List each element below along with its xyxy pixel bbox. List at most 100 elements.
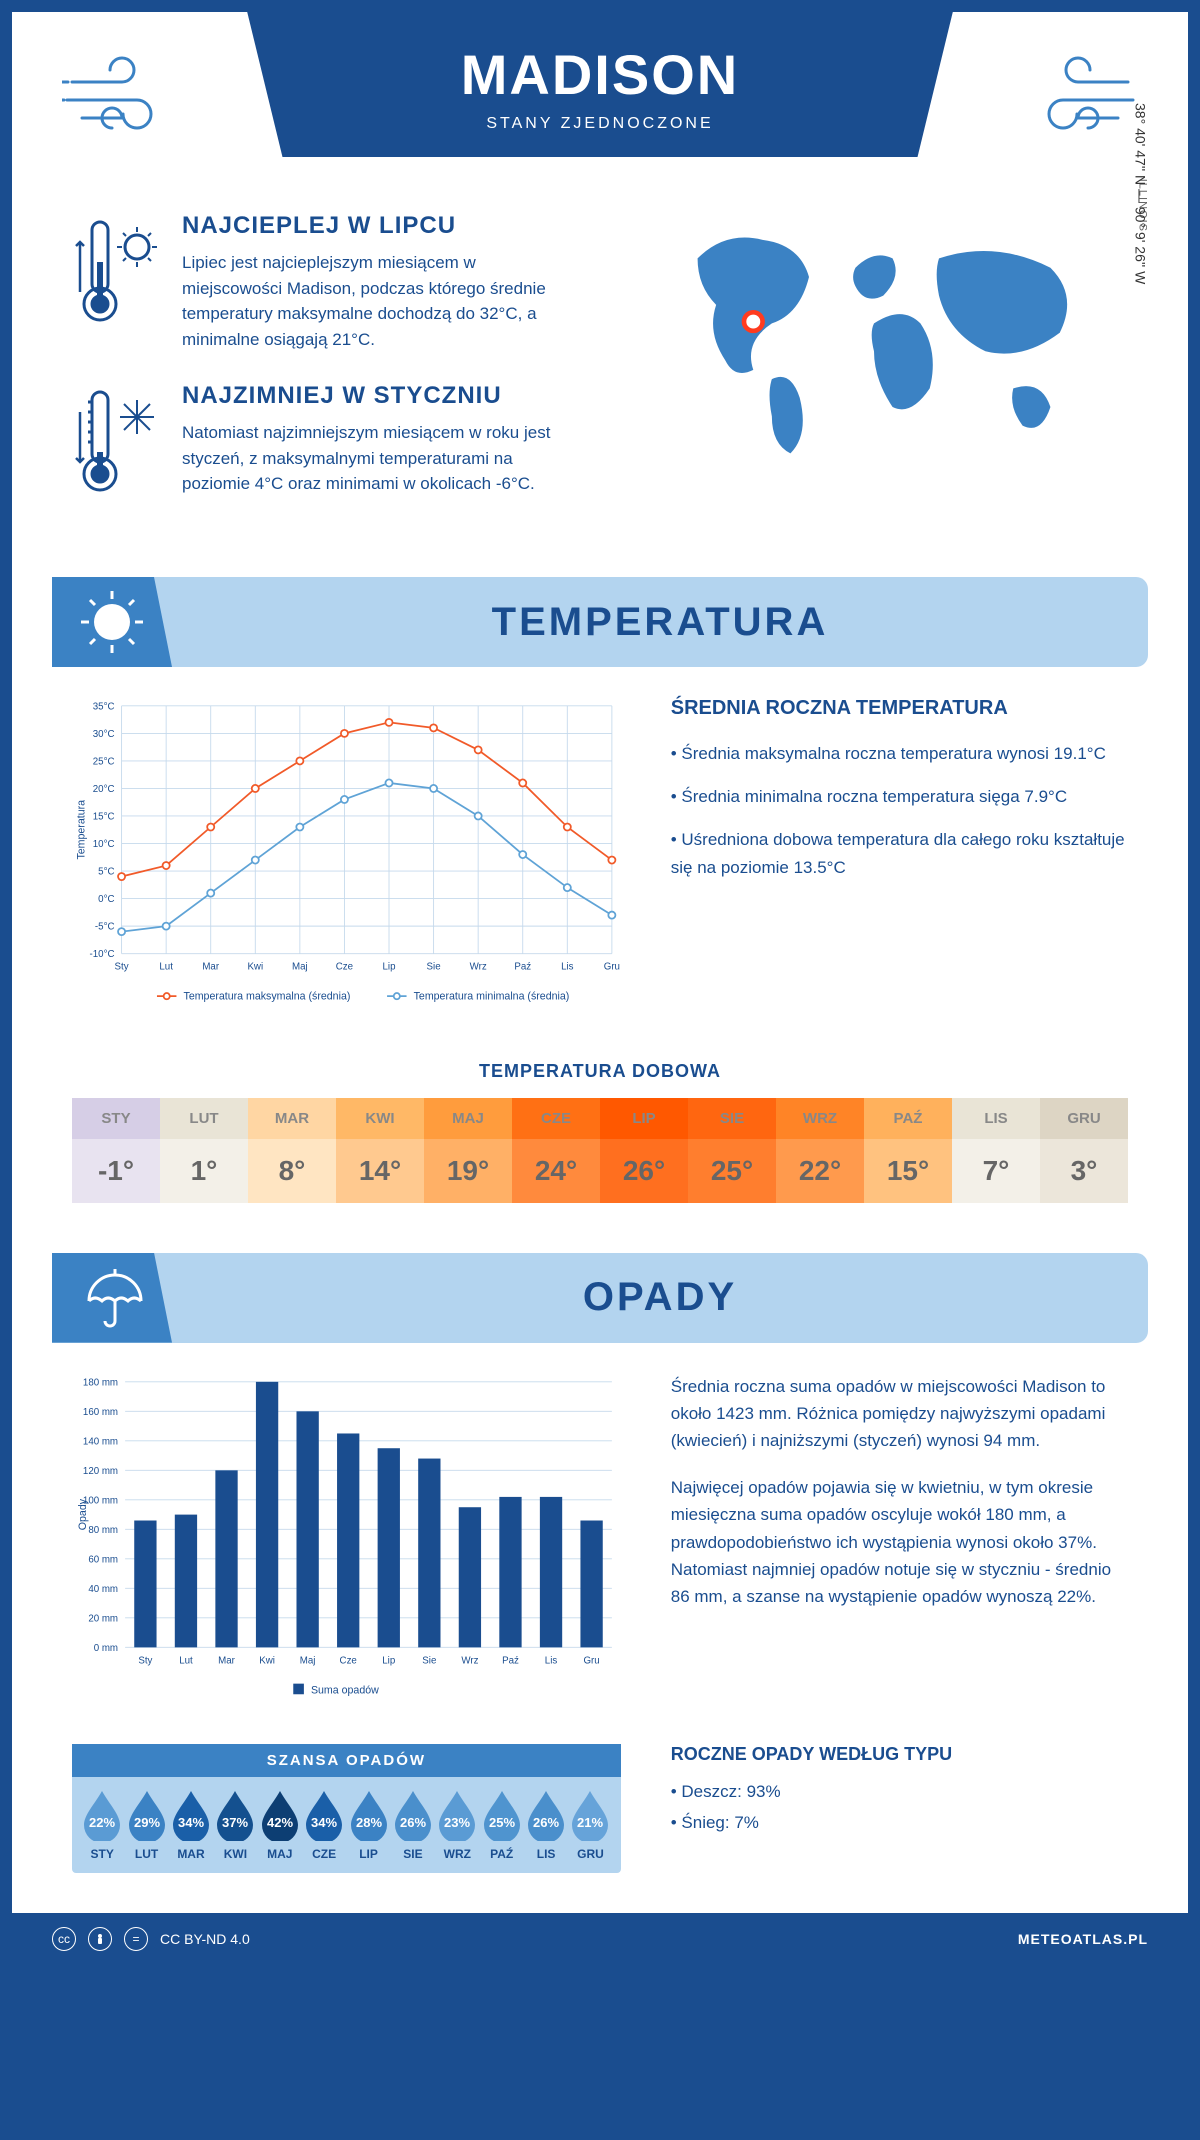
- svg-text:Paź: Paź: [514, 962, 531, 973]
- precipitation-info: Średnia roczna suma opadów w miejscowośc…: [671, 1373, 1128, 1714]
- svg-text:Temperatura minimalna (średnia: Temperatura minimalna (średnia): [414, 991, 570, 1003]
- temperature-content: -10°C-5°C0°C5°C10°C15°C20°C25°C30°C35°CS…: [12, 697, 1188, 1061]
- by-icon: [88, 1927, 112, 1951]
- svg-text:-5°C: -5°C: [95, 922, 115, 933]
- daily-temp-cell: MAR8°: [248, 1098, 336, 1203]
- svg-text:22%: 22%: [89, 1815, 115, 1830]
- svg-text:-10°C: -10°C: [90, 949, 115, 960]
- warmest-body: Lipiec jest najcieplejszym miesiącem w m…: [182, 250, 580, 352]
- precip-chance-item: 42% MAJ: [258, 1789, 302, 1861]
- svg-text:Lis: Lis: [561, 962, 574, 973]
- thermometer-sun-icon: [72, 212, 162, 352]
- daily-temp-month: WRZ: [776, 1098, 864, 1139]
- daily-temp-heading: TEMPERATURA DOBOWA: [12, 1061, 1188, 1082]
- precip-type-heading: ROCZNE OPADY WEDŁUG TYPU: [671, 1744, 1128, 1765]
- daily-temp-cell: LIS7°: [952, 1098, 1040, 1203]
- umbrella-icon: [52, 1253, 172, 1343]
- precip-type-item: • Śnieg: 7%: [671, 1808, 1128, 1839]
- svg-text:160 mm: 160 mm: [83, 1407, 118, 1418]
- coldest-body: Natomiast najzimniejszym miesiącem w rok…: [182, 420, 580, 497]
- svg-text:Cze: Cze: [336, 962, 353, 973]
- svg-text:Gru: Gru: [604, 962, 620, 973]
- daily-temp-month: KWI: [336, 1098, 424, 1139]
- page-subtitle: STANY ZJEDNOCZONE: [247, 115, 953, 133]
- raindrop-icon: 21%: [568, 1789, 612, 1841]
- coordinates: 38° 40' 47'' N — 90° 9' 26'' W: [1132, 103, 1148, 284]
- svg-text:20 mm: 20 mm: [88, 1613, 118, 1624]
- precip-chance-month: PAŹ: [480, 1847, 524, 1861]
- daily-temp-cell: PAŹ15°: [864, 1098, 952, 1203]
- daily-temp-value: 8°: [248, 1139, 336, 1203]
- svg-text:5°C: 5°C: [98, 867, 114, 878]
- precipitation-section-header: OPADY: [52, 1253, 1148, 1343]
- precip-chance-month: KWI: [213, 1847, 257, 1861]
- raindrop-icon: 26%: [391, 1789, 435, 1841]
- svg-text:30°C: 30°C: [93, 729, 115, 740]
- svg-text:Paź: Paź: [502, 1655, 519, 1666]
- daily-temp-month: CZE: [512, 1098, 600, 1139]
- footer-site: METEOATLAS.PL: [1018, 1931, 1148, 1947]
- daily-temp-value: 14°: [336, 1139, 424, 1203]
- precip-chance-month: WRZ: [435, 1847, 479, 1861]
- svg-text:Lis: Lis: [545, 1655, 558, 1666]
- warmest-block: NAJCIEPLEJ W LIPCU Lipiec jest najcieple…: [72, 212, 580, 352]
- svg-text:25%: 25%: [489, 1815, 515, 1830]
- precip-chance-month: MAR: [169, 1847, 213, 1861]
- svg-text:Wrz: Wrz: [461, 1655, 478, 1666]
- svg-text:Lut: Lut: [179, 1655, 193, 1666]
- footer: cc = CC BY-ND 4.0 METEOATLAS.PL: [12, 1913, 1188, 1965]
- avg-temp-item: • Uśredniona dobowa temperatura dla całe…: [671, 826, 1128, 880]
- svg-text:60 mm: 60 mm: [88, 1554, 118, 1565]
- svg-text:34%: 34%: [311, 1815, 337, 1830]
- avg-temp-item: • Średnia maksymalna roczna temperatura …: [671, 740, 1128, 767]
- raindrop-icon: 34%: [302, 1789, 346, 1841]
- temperature-heading: TEMPERATURA: [172, 600, 1148, 645]
- precip-chance-month: LIP: [346, 1847, 390, 1861]
- precip-chance-item: 26%LIS: [524, 1789, 568, 1861]
- svg-text:40 mm: 40 mm: [88, 1584, 118, 1595]
- svg-text:Mar: Mar: [218, 1655, 236, 1666]
- precip-chance-item: 34%MAR: [169, 1789, 213, 1861]
- raindrop-icon: 29%: [125, 1789, 169, 1841]
- raindrop-icon: 42%: [258, 1789, 302, 1841]
- precip-chance-item: 22%STY: [80, 1789, 124, 1861]
- daily-temp-value: 25°: [688, 1139, 776, 1203]
- svg-text:26%: 26%: [533, 1815, 559, 1830]
- temperature-line-chart: -10°C-5°C0°C5°C10°C15°C20°C25°C30°C35°CS…: [72, 697, 621, 1021]
- precip-chance-row: 22%STY29%LUT34%MAR37%KWI42%MAJ34%CZE28%L…: [72, 1777, 621, 1861]
- warmest-heading: NAJCIEPLEJ W LIPCU: [182, 212, 580, 240]
- precipitation-heading: OPADY: [172, 1275, 1148, 1320]
- page: MADISON STANY ZJEDNOCZONE: [12, 12, 1188, 1965]
- svg-text:21%: 21%: [577, 1815, 603, 1830]
- intro-text-column: NAJCIEPLEJ W LIPCU Lipiec jest najcieple…: [72, 212, 580, 537]
- daily-temp-month: PAŹ: [864, 1098, 952, 1139]
- map-column: ILLINOIS 38° 40' 47'' N — 90° 9' 26'' W: [620, 212, 1128, 537]
- coldest-block: NAJZIMNIEJ W STYCZNIU Natomiast najzimni…: [72, 382, 580, 507]
- svg-text:Lip: Lip: [382, 1655, 395, 1666]
- daily-temp-cell: MAJ19°: [424, 1098, 512, 1203]
- precip-chance-item: 37%KWI: [213, 1789, 257, 1861]
- precip-chance-month: MAJ: [258, 1847, 302, 1861]
- svg-text:0 mm: 0 mm: [94, 1643, 118, 1654]
- raindrop-icon: 22%: [80, 1789, 124, 1841]
- svg-text:Maj: Maj: [292, 962, 308, 973]
- wind-icon: [62, 52, 192, 147]
- daily-temp-month: MAJ: [424, 1098, 512, 1139]
- svg-text:Sie: Sie: [422, 1655, 436, 1666]
- avg-temp-item: • Średnia minimalna roczna temperatura s…: [671, 783, 1128, 810]
- svg-text:Sty: Sty: [115, 962, 129, 973]
- raindrop-icon: 26%: [524, 1789, 568, 1841]
- sun-icon: [52, 577, 172, 667]
- svg-text:35°C: 35°C: [93, 701, 115, 712]
- precipitation-content: 0 mm20 mm40 mm60 mm80 mm100 mm120 mm140 …: [12, 1373, 1188, 1744]
- daily-temp-month: SIE: [688, 1098, 776, 1139]
- svg-text:42%: 42%: [267, 1815, 293, 1830]
- svg-text:Opady: Opady: [77, 1498, 89, 1530]
- precip-chance-item: 26%SIE: [391, 1789, 435, 1861]
- svg-text:Maj: Maj: [300, 1655, 316, 1666]
- cc-icon: cc: [52, 1927, 76, 1951]
- daily-temp-value: -1°: [72, 1139, 160, 1203]
- daily-temp-month: GRU: [1040, 1098, 1128, 1139]
- daily-temp-value: 22°: [776, 1139, 864, 1203]
- precip-chance-item: 23%WRZ: [435, 1789, 479, 1861]
